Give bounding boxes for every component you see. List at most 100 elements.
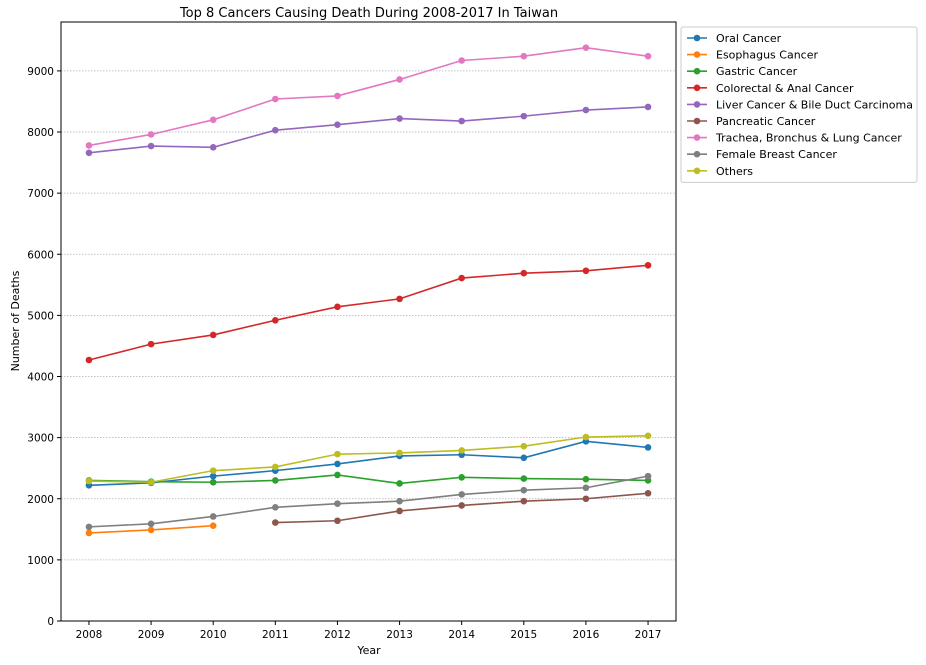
series-6 xyxy=(85,44,652,149)
legend-label: Pancreatic Cancer xyxy=(716,115,816,128)
data-point xyxy=(334,92,341,100)
y-tick-label: 6000 xyxy=(27,249,54,261)
legend-label: Esophagus Cancer xyxy=(716,49,818,62)
data-point xyxy=(85,523,93,531)
y-tick-label: 4000 xyxy=(27,372,54,384)
data-point xyxy=(147,526,155,534)
data-point xyxy=(396,115,403,122)
data-point xyxy=(582,475,590,483)
series-line xyxy=(88,264,649,361)
series-line xyxy=(88,440,649,487)
data-point xyxy=(209,116,217,124)
x-tick-label: 2009 xyxy=(138,629,165,641)
data-point xyxy=(644,472,652,480)
data-point xyxy=(520,475,528,482)
data-point xyxy=(644,261,652,269)
x-tick-label: 2015 xyxy=(510,629,537,641)
x-tick-label: 2010 xyxy=(200,629,227,641)
y-tick-label: 0 xyxy=(47,616,54,628)
data-point xyxy=(272,126,279,134)
x-tick-label: 2008 xyxy=(76,629,103,641)
data-point xyxy=(644,52,652,60)
y-axis: 0 1000 2000 3000 4000 5000 6000 7000 8000 9000 xyxy=(27,66,61,628)
legend-label: Trachea, Bronchus & Lung Cancer xyxy=(715,132,902,145)
data-point xyxy=(209,144,217,151)
x-axis: 2008 2009 2010 2011 2012 2013 2014 2015 2016 2017 xyxy=(76,621,661,641)
data-point xyxy=(644,444,652,451)
series-3 xyxy=(85,261,652,364)
x-tick-label: 2014 xyxy=(448,629,475,641)
data-point xyxy=(458,491,465,498)
data-point xyxy=(147,520,155,528)
series-line xyxy=(88,475,649,528)
data-point xyxy=(458,117,465,125)
data-point xyxy=(458,447,465,454)
x-axis-title: Year xyxy=(356,644,381,657)
data-point xyxy=(396,76,403,83)
series-layer xyxy=(85,44,652,537)
x-tick-label: 2012 xyxy=(324,629,351,641)
data-point xyxy=(520,269,528,277)
data-point xyxy=(396,295,403,303)
data-point xyxy=(85,149,93,157)
data-point xyxy=(334,450,341,458)
series-5 xyxy=(272,489,652,526)
data-point xyxy=(334,460,341,468)
data-point xyxy=(644,432,652,440)
legend-swatch-marker xyxy=(693,134,701,141)
legend-swatch-marker xyxy=(693,101,701,108)
data-point xyxy=(582,495,590,503)
data-point xyxy=(396,507,403,515)
y-tick-label: 8000 xyxy=(27,127,54,139)
data-point xyxy=(147,142,155,150)
data-point xyxy=(458,502,465,509)
data-point xyxy=(396,480,403,487)
chart-title: Top 8 Cancers Causing Death During 2008-… xyxy=(179,6,558,21)
data-point xyxy=(209,472,217,480)
data-point xyxy=(582,106,590,114)
series-line xyxy=(88,46,649,147)
series-0 xyxy=(85,438,652,489)
data-point xyxy=(209,513,217,520)
legend-label: Female Breast Cancer xyxy=(716,148,837,161)
data-point xyxy=(520,497,528,505)
data-point xyxy=(272,519,279,526)
data-point xyxy=(582,433,590,441)
data-point xyxy=(644,103,652,111)
data-point xyxy=(272,504,279,511)
data-point xyxy=(334,471,341,479)
legend-label: Gastric Cancer xyxy=(716,65,798,78)
legend-swatch-marker xyxy=(693,167,701,175)
y-tick-label: 9000 xyxy=(27,66,54,78)
x-tick-label: 2013 xyxy=(386,629,413,641)
legend-swatch-marker xyxy=(693,67,701,75)
series-line xyxy=(88,435,649,484)
series-line xyxy=(88,106,649,154)
x-tick-label: 2016 xyxy=(573,629,600,641)
legend-box xyxy=(680,26,918,183)
series-7 xyxy=(85,472,652,531)
data-point xyxy=(520,52,528,60)
y-tick-label: 1000 xyxy=(27,555,54,567)
data-point xyxy=(147,340,155,348)
legend-swatch-marker xyxy=(693,84,701,92)
legend-swatch-marker xyxy=(693,51,701,58)
data-point xyxy=(396,449,403,457)
legend-label: Colorectal & Anal Cancer xyxy=(716,82,854,95)
data-point xyxy=(85,477,93,485)
data-point xyxy=(272,316,279,324)
legend-label: Others xyxy=(716,165,753,178)
series-8 xyxy=(85,432,652,486)
data-point xyxy=(520,454,528,462)
data-point xyxy=(272,95,279,103)
data-point xyxy=(209,331,217,339)
legend-swatch-marker xyxy=(693,117,701,125)
data-point xyxy=(334,303,341,311)
data-point xyxy=(209,478,217,486)
data-point xyxy=(334,121,341,128)
data-point xyxy=(147,478,155,486)
data-point xyxy=(85,356,93,364)
data-point xyxy=(582,484,590,492)
